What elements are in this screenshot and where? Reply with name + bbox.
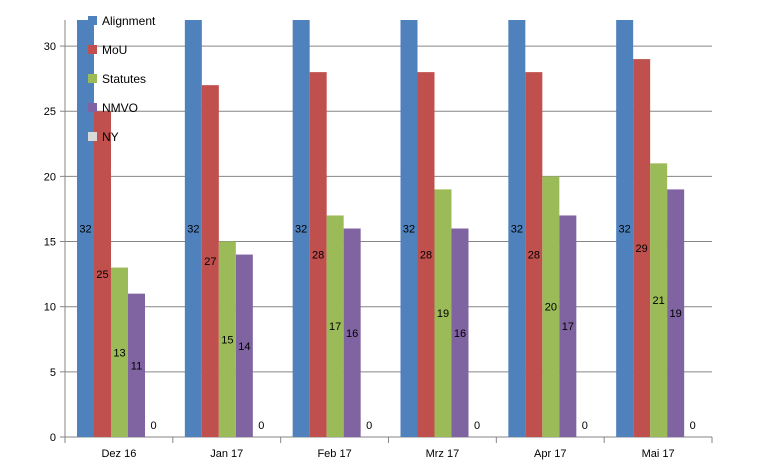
y-tick-label: 0 bbox=[50, 432, 56, 444]
bars bbox=[77, 20, 685, 437]
bar-nmvo bbox=[343, 228, 361, 437]
legend-swatch bbox=[88, 45, 97, 54]
bar-statutes bbox=[326, 215, 344, 437]
data-label: 13 bbox=[113, 347, 125, 359]
bar-nmvo bbox=[451, 228, 469, 437]
legend: Alignment MoU Statutes NMVO NY bbox=[88, 14, 156, 144]
legend-swatch bbox=[88, 74, 97, 83]
y-tick-label: 25 bbox=[44, 106, 56, 118]
x-tick-label: Mai 17 bbox=[642, 448, 675, 460]
bar-mou bbox=[633, 59, 651, 437]
data-label: 32 bbox=[619, 224, 631, 236]
data-label: 28 bbox=[420, 250, 432, 262]
data-label: 0 bbox=[474, 420, 480, 432]
data-label: 11 bbox=[131, 360, 142, 372]
data-label: 0 bbox=[150, 420, 156, 432]
data-label: 32 bbox=[511, 224, 523, 236]
data-label: 16 bbox=[346, 328, 358, 340]
bar-mou bbox=[525, 72, 543, 437]
bar-alignment bbox=[616, 20, 634, 437]
data-label: 17 bbox=[562, 321, 574, 333]
bar-alignment bbox=[292, 20, 310, 437]
bar-nmvo bbox=[235, 254, 253, 437]
data-label: 0 bbox=[366, 420, 372, 432]
legend-label: Statutes bbox=[102, 72, 146, 86]
bar-nmvo bbox=[559, 215, 577, 437]
data-label: 19 bbox=[670, 308, 682, 320]
bar-mou bbox=[417, 72, 435, 437]
data-label: 29 bbox=[636, 243, 648, 255]
data-label: 32 bbox=[295, 224, 307, 236]
data-label: 0 bbox=[258, 420, 264, 432]
data-labels: 32 25 13 11 0 32 27 15 14 0 32 28 17 16 0 32 28 19 16 0 32 28… bbox=[79, 224, 695, 433]
data-label: 32 bbox=[403, 224, 415, 236]
bar-nmvo bbox=[667, 189, 685, 437]
legend-label: Alignment bbox=[102, 14, 156, 28]
data-label: 28 bbox=[528, 250, 540, 262]
data-label: 15 bbox=[221, 334, 233, 346]
data-label: 17 bbox=[329, 321, 341, 333]
x-tick-label: Jan 17 bbox=[210, 448, 243, 460]
y-tick-label: 15 bbox=[44, 237, 56, 249]
legend-label: MoU bbox=[102, 43, 127, 57]
legend-label: NY bbox=[102, 130, 119, 144]
data-label: 20 bbox=[545, 302, 557, 314]
bar-nmvo bbox=[128, 293, 145, 437]
y-tick-label: 5 bbox=[50, 367, 56, 379]
y-tick-label: 30 bbox=[44, 41, 56, 53]
bar-statutes bbox=[111, 267, 128, 437]
bar-statutes bbox=[542, 176, 560, 437]
bar-alignment bbox=[508, 20, 526, 437]
bar-alignment bbox=[77, 20, 94, 437]
data-label: 32 bbox=[187, 224, 199, 236]
grid-lines bbox=[65, 45, 712, 373]
bar-mou bbox=[201, 85, 219, 437]
data-label: 25 bbox=[96, 269, 108, 281]
data-label: 0 bbox=[690, 420, 696, 432]
bar-alignment bbox=[184, 20, 202, 437]
data-label: 19 bbox=[437, 308, 449, 320]
bar-mou bbox=[309, 72, 327, 437]
x-tick-label: Apr 17 bbox=[534, 448, 566, 460]
x-tick-label: Feb 17 bbox=[317, 448, 351, 460]
x-tick-label: Dez 16 bbox=[101, 448, 136, 460]
data-label: 32 bbox=[79, 224, 91, 236]
bar-statutes bbox=[218, 241, 236, 437]
data-label: 21 bbox=[653, 295, 665, 307]
x-tick-label: Mrz 17 bbox=[426, 448, 460, 460]
data-label: 27 bbox=[204, 256, 216, 268]
y-axis: 0 5 10 15 20 25 30 bbox=[44, 20, 66, 444]
data-label: 0 bbox=[582, 420, 588, 432]
bar-statutes bbox=[650, 163, 668, 437]
legend-swatch bbox=[88, 132, 97, 141]
data-label: 14 bbox=[238, 341, 250, 353]
y-tick-label: 10 bbox=[44, 302, 56, 314]
y-tick-label: 20 bbox=[44, 171, 56, 183]
legend-swatch bbox=[88, 103, 97, 112]
data-label: 28 bbox=[312, 250, 324, 262]
bar-statutes bbox=[434, 189, 452, 437]
data-label: 16 bbox=[454, 328, 466, 340]
bar-mou bbox=[94, 111, 111, 437]
bar-alignment bbox=[400, 20, 418, 437]
legend-label: NMVO bbox=[102, 101, 138, 115]
x-axis: Dez 16 Jan 17 Feb 17 Mrz 17 Apr 17 Mai 17 bbox=[64, 436, 713, 460]
legend-swatch bbox=[88, 16, 97, 25]
